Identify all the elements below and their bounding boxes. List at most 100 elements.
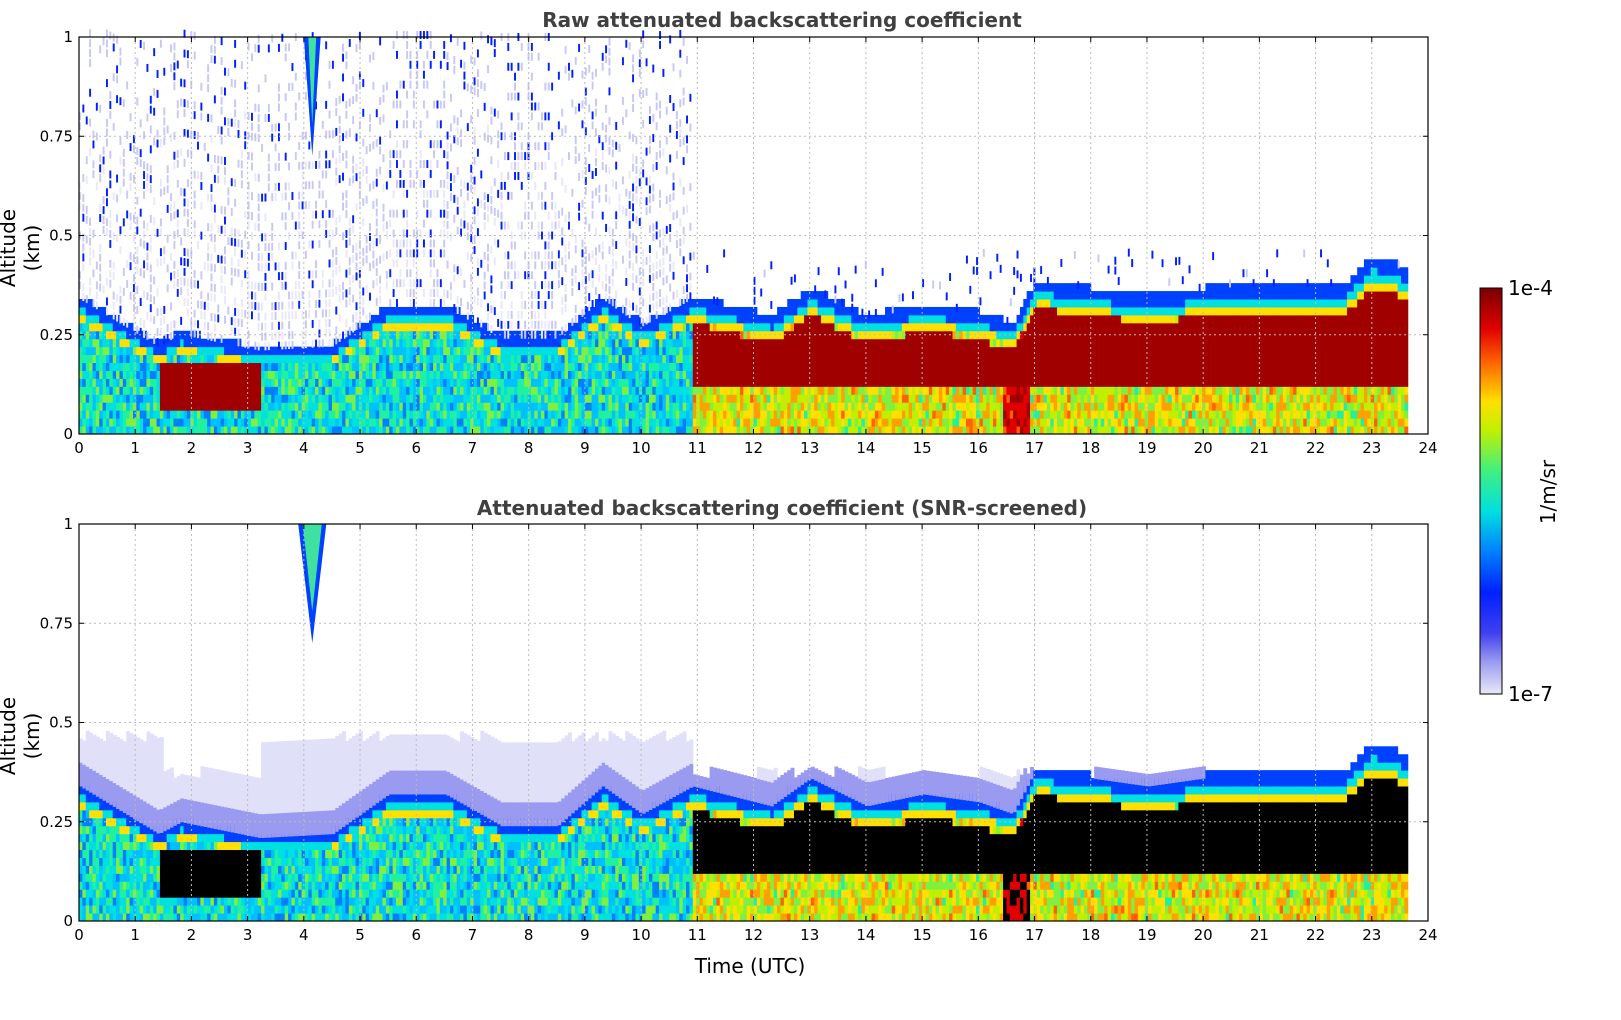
noise-cell: [105, 297, 108, 306]
noise-cell: [294, 221, 297, 230]
heatmap-cell: [672, 306, 677, 316]
heatmap-cell: [335, 346, 340, 356]
noise-cell: [591, 250, 594, 259]
heatmap-cell: [463, 386, 468, 395]
heatmap-cell: [385, 346, 390, 356]
noise-cell: [547, 320, 550, 329]
heatmap-cell: [611, 394, 616, 403]
heatmap-cell: [621, 402, 626, 411]
heatmap-cell: [348, 338, 353, 348]
noise-cell: [294, 291, 297, 300]
noise-cell: [396, 259, 398, 268]
heatmap-cell: [402, 346, 407, 356]
heatmap-cell: [490, 410, 495, 419]
heatmap-cell: [79, 386, 83, 395]
heatmap-cell: [605, 346, 609, 356]
heatmap-cell: [669, 330, 674, 340]
noise-cell: [331, 289, 334, 298]
heatmap-cell: [122, 394, 127, 403]
heatmap-cell: [500, 354, 505, 364]
noise-cell: [466, 252, 469, 261]
heatmap-cell: [740, 330, 744, 340]
heatmap-cell: [379, 362, 384, 371]
noise-cell: [301, 161, 304, 170]
heatmap-cell: [652, 338, 657, 348]
heatmap-cell: [392, 314, 397, 324]
heatmap-cell: [412, 354, 417, 364]
noise-cell: [345, 100, 348, 109]
noise-cell: [389, 160, 392, 169]
heatmap-cell: [166, 410, 171, 419]
heatmap-cell: [116, 338, 120, 348]
noise-cell: [180, 98, 183, 107]
noise-cell: [291, 291, 294, 300]
heatmap-cell: [456, 418, 461, 427]
noise-cell: [207, 242, 210, 251]
noise-cell: [611, 238, 614, 247]
heatmap-cell: [621, 322, 626, 332]
noise-cell: [308, 300, 311, 309]
heatmap-cell: [696, 299, 701, 308]
heatmap-cell: [675, 330, 680, 340]
heatmap-cell: [598, 306, 603, 316]
noise-cell: [335, 217, 338, 226]
noise-cell: [264, 74, 267, 83]
noise-cell: [136, 97, 139, 106]
heatmap-cell: [217, 426, 222, 435]
noise-cell: [291, 251, 294, 260]
noise-cell: [581, 70, 584, 79]
noise-cell: [220, 156, 223, 165]
heatmap-cell: [85, 330, 90, 340]
heatmap-cell: [510, 354, 515, 364]
noise-cell: [382, 114, 385, 123]
noise-cell: [581, 170, 584, 178]
noise-cell: [530, 251, 533, 260]
heatmap-cell: [213, 346, 218, 356]
noise-cell: [507, 191, 510, 200]
heatmap-cell: [709, 354, 714, 364]
heatmap-cell: [493, 386, 498, 395]
noise-cell: [311, 220, 314, 229]
heatmap-cell: [176, 362, 181, 371]
noise-cell: [621, 206, 624, 215]
noise-cell: [217, 175, 220, 184]
heatmap-cell: [547, 378, 552, 387]
noise-cell: [466, 232, 469, 241]
noise-cell: [304, 181, 307, 190]
heatmap-cell: [662, 386, 667, 395]
heatmap-cell: [79, 346, 83, 356]
noise-cell: [375, 208, 378, 217]
heatmap-cell: [628, 362, 633, 371]
heatmap-cell: [429, 354, 434, 364]
noise-cell: [335, 286, 338, 295]
noise-cell: [159, 248, 162, 257]
heatmap-cell: [449, 370, 454, 379]
noise-cell: [648, 145, 651, 154]
noise-cell: [99, 253, 102, 262]
heatmap-cell: [571, 362, 576, 371]
noise-cell: [352, 254, 355, 263]
heatmap-cell: [237, 378, 242, 387]
noise-cell: [288, 341, 291, 350]
noise-cell: [89, 237, 92, 246]
noise-cell: [487, 194, 490, 203]
heatmap-cell: [635, 394, 640, 403]
heatmap-cell: [615, 394, 620, 403]
noise-cell: [328, 279, 331, 288]
heatmap-cell: [136, 354, 141, 364]
heatmap-cell: [500, 418, 505, 427]
noise-cell: [497, 140, 500, 149]
noise-cell: [119, 295, 122, 304]
heatmap-cell: [234, 386, 239, 395]
noise-cell: [335, 336, 338, 345]
heatmap-cell: [652, 418, 657, 427]
noise-cell: [507, 221, 510, 230]
noise-cell: [439, 60, 442, 69]
noise-cell: [79, 122, 81, 131]
noise-cell: [375, 198, 378, 207]
heatmap-cell: [375, 370, 380, 379]
noise-cell: [210, 114, 213, 123]
heatmap-cell: [281, 410, 286, 419]
heatmap-cell: [706, 306, 711, 316]
noise-cell: [686, 204, 688, 213]
